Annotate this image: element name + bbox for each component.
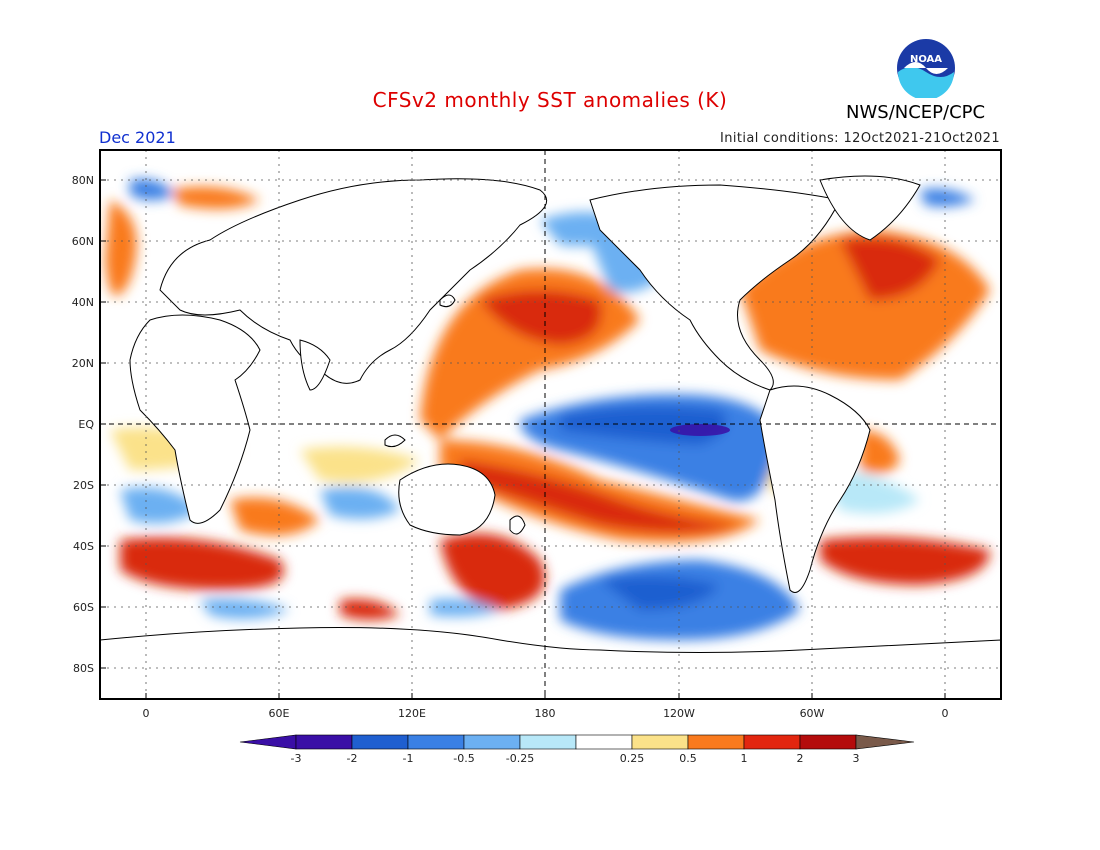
lat-label: EQ	[78, 418, 94, 431]
lat-label: 80N	[72, 174, 94, 187]
colorbar-over-arrow	[855, 734, 915, 750]
colorbar-label: 0.5	[679, 752, 697, 765]
colorbar-label: -1	[403, 752, 414, 765]
colorbar-label: -0.25	[506, 752, 534, 765]
colorbar-label: 0.25	[620, 752, 645, 765]
colorbar-segment	[799, 734, 857, 750]
lon-label: 0	[942, 707, 949, 720]
lat-label: 60S	[73, 601, 94, 614]
colorbar-segment	[743, 734, 801, 750]
noaa-logo: NOAA	[897, 39, 955, 98]
lat-label: 80S	[73, 662, 94, 675]
colorbar-under-arrow	[239, 734, 297, 750]
lon-label: 0	[143, 707, 150, 720]
forecast-month: Dec 2021	[99, 128, 176, 147]
colorbar-segment	[295, 734, 353, 750]
lon-label: 60E	[269, 707, 290, 720]
lat-label: 40N	[72, 296, 94, 309]
colorbar-label: -2	[347, 752, 358, 765]
colorbar: -3 -2 -1 -0.5 -0.25 0.25 0.5 1 2 3	[239, 734, 915, 765]
agency-label: NWS/NCEP/CPC	[846, 102, 986, 123]
lon-label: 120W	[663, 707, 695, 720]
colorbar-segment	[463, 734, 521, 750]
lat-label: 40S	[73, 540, 94, 553]
lon-label: 120E	[398, 707, 426, 720]
colorbar-label: -0.5	[453, 752, 474, 765]
colorbar-segment	[519, 734, 577, 750]
lon-label: 60W	[800, 707, 825, 720]
lon-label: 180	[535, 707, 556, 720]
colorbar-segment	[687, 734, 745, 750]
colorbar-label: 2	[797, 752, 804, 765]
svg-text:NOAA: NOAA	[910, 54, 942, 65]
map-title: CFSv2 monthly SST anomalies (K)	[372, 88, 728, 112]
colorbar-label: 3	[853, 752, 860, 765]
lat-label: 20N	[72, 357, 94, 370]
initial-conditions: Initial conditions: 12Oct2021-21Oct2021	[720, 131, 1000, 146]
colorbar-segment	[407, 734, 465, 750]
colorbar-segment	[351, 734, 409, 750]
colorbar-segment	[575, 734, 633, 750]
colorbar-label: -3	[291, 752, 302, 765]
colorbar-label: 1	[741, 752, 748, 765]
lat-label: 20S	[73, 479, 94, 492]
colorbar-segment	[631, 734, 689, 750]
graticule	[100, 150, 1001, 699]
lat-label: 60N	[72, 235, 94, 248]
